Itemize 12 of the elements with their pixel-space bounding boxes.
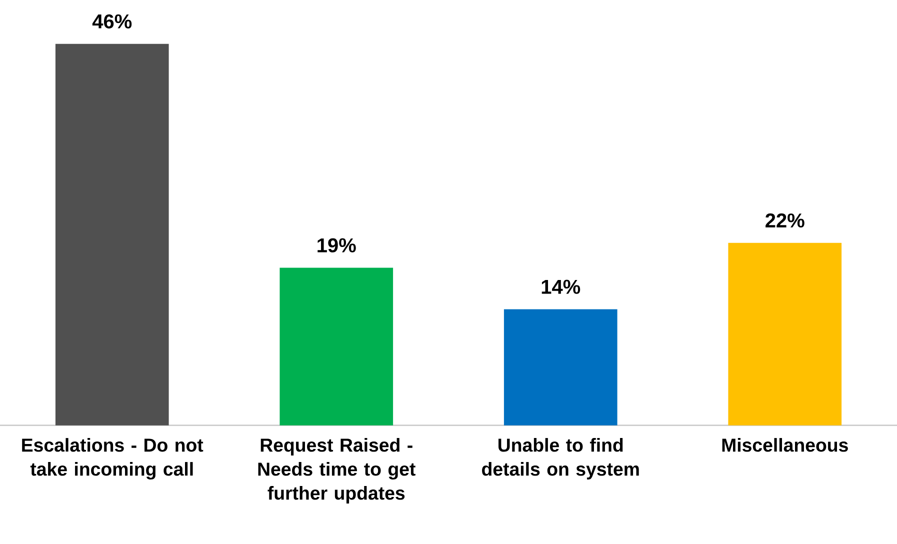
- x-tick-label: Unable to find details on system: [482, 438, 639, 480]
- x-tick-label: Request Raised - Needs time to get further updates: [258, 438, 416, 504]
- x-tick-label: Miscellaneous: [722, 438, 848, 452]
- bar: [728, 242, 842, 426]
- data-label: 22%: [766, 213, 804, 228]
- bar: [55, 44, 169, 426]
- x-tick-label: Escalations - Do not take incoming call: [22, 438, 204, 480]
- data-label: 14%: [542, 280, 580, 294]
- data-label: 46%: [92, 14, 132, 28]
- data-label: 19%: [318, 238, 356, 252]
- bar: [280, 268, 394, 426]
- bar: [504, 309, 618, 426]
